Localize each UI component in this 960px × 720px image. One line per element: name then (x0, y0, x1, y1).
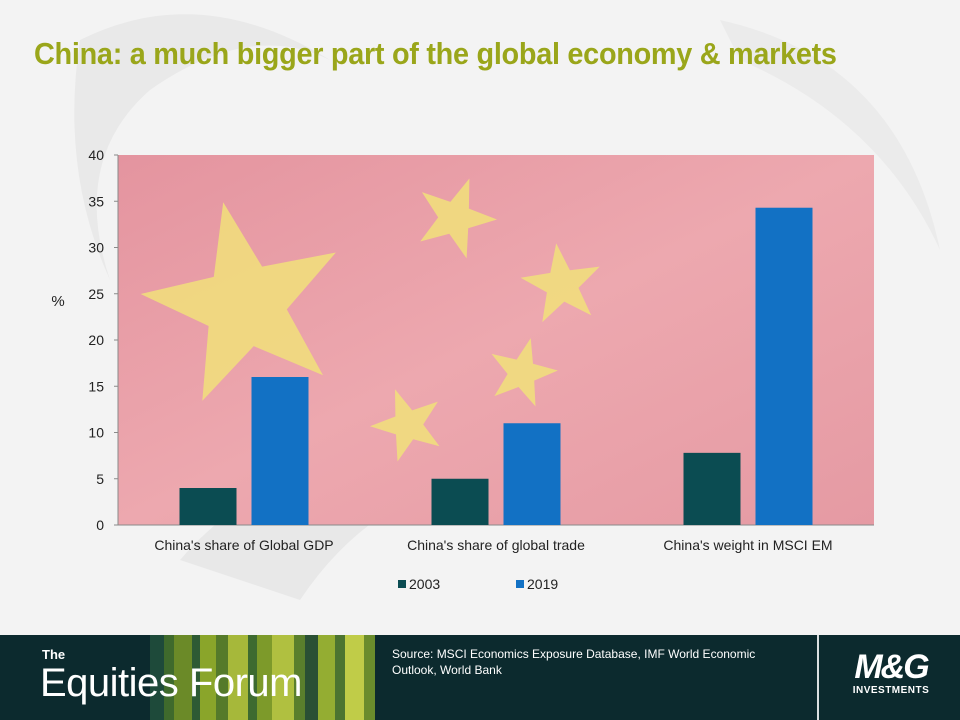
brand-name: Equities Forum (40, 661, 302, 705)
footer-bar: The Equities Forum Source: MSCI Economic… (0, 635, 960, 720)
x-category-label: China's share of Global GDP (154, 537, 333, 553)
bar-2019-2 (503, 423, 561, 525)
footer-stripe (150, 635, 164, 720)
legend-swatch-2019 (516, 580, 524, 588)
footer-stripe (228, 635, 248, 720)
footer-stripe (164, 635, 174, 720)
chart-legend: 2003 2019 (398, 576, 558, 592)
legend-swatch-2003 (398, 580, 406, 588)
y-axis-label: % (51, 293, 64, 310)
footer-stripe (294, 635, 305, 720)
logo-sub: INVESTMENTS (852, 685, 930, 696)
bar-2003-3 (683, 452, 741, 525)
footer-stripe (345, 635, 364, 720)
chart-labels: 0 5 10 15 20 25 30 35 40% China's share of Global… (51, 147, 832, 553)
footer-stripe (257, 635, 272, 720)
bar-2019-1 (251, 377, 309, 525)
y-tick-label: 10 (88, 425, 104, 441)
footer-stripe (364, 635, 375, 720)
source-note: Source: MSCI Economics Exposure Database… (392, 647, 756, 677)
footer-stripe (174, 635, 192, 720)
legend-label-2003: 2003 (409, 576, 440, 592)
x-category-label: China's weight in MSCI EM (663, 537, 832, 553)
flag-star-4 (491, 338, 558, 407)
flag-star-5 (370, 389, 440, 462)
footer-stripe (200, 635, 216, 720)
y-tick-label: 15 (88, 378, 104, 394)
flag-star-3 (520, 243, 600, 323)
footer-stripe (318, 635, 335, 720)
bar-2019-3 (755, 207, 813, 525)
page-title: China: a much bigger part of the global … (34, 36, 837, 71)
footer-stripe (216, 635, 228, 720)
bar-chart: 0 5 10 15 20 25 30 35 40% China's share of Global… (51, 147, 874, 592)
x-category-label: China's share of global trade (407, 537, 585, 553)
footer-stripe (248, 635, 257, 720)
legend-label-2019: 2019 (527, 576, 558, 592)
y-tick-label: 40 (88, 147, 104, 163)
logo-main: M&G (854, 648, 929, 686)
y-tick-label: 5 (96, 471, 104, 487)
flag-star-1 (140, 202, 336, 401)
footer-stripe (192, 635, 200, 720)
footer-stripe (272, 635, 294, 720)
y-tick-label: 20 (88, 332, 104, 348)
y-tick-label: 25 (88, 286, 104, 302)
footer-stripe (305, 635, 318, 720)
flag-background (118, 155, 874, 525)
bar-2003-2 (431, 478, 489, 525)
y-tick-label: 35 (88, 193, 104, 209)
y-tick-label: 30 (88, 240, 104, 256)
chart-axes (114, 154, 874, 526)
footer-divider (817, 635, 819, 720)
mg-logo: M&G INVESTMENTS (836, 649, 946, 696)
y-tick-label: 0 (96, 517, 104, 533)
footer-stripes (150, 635, 385, 720)
brand-the: The (42, 647, 66, 662)
flag-star-2 (420, 178, 497, 259)
footer-stripe (335, 635, 345, 720)
bar-2003-1 (179, 488, 237, 525)
chart-bars (179, 207, 813, 525)
